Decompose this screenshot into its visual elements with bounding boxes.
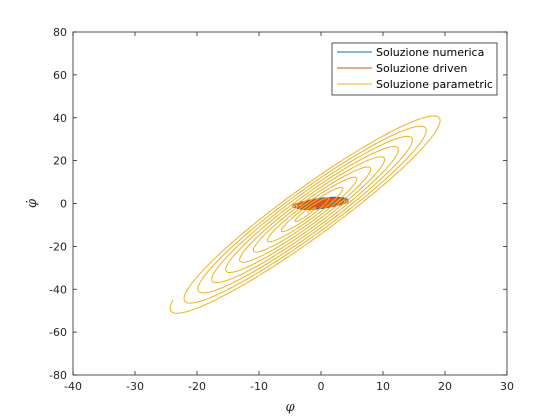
x-tick-label: -30 bbox=[126, 380, 144, 393]
x-axis-label: φ bbox=[285, 400, 295, 415]
y-tick-label: 80 bbox=[53, 26, 67, 39]
axes-layer: -40 -30 -20 -10 0 10 20 30 -80 -60 -40 -20 0 20 40 60 80… bbox=[25, 26, 514, 415]
series-layer bbox=[169, 115, 441, 314]
series-line-soluzione-parametric bbox=[169, 115, 441, 314]
y-tick-label: 40 bbox=[53, 112, 67, 125]
y-tick-label: -80 bbox=[49, 369, 67, 382]
y-tick-label: 60 bbox=[53, 69, 67, 82]
series-line-soluzione-driven bbox=[292, 197, 349, 210]
x-tick-label: 20 bbox=[438, 380, 452, 393]
x-tick-label: 30 bbox=[500, 380, 514, 393]
x-tick-label: -20 bbox=[188, 380, 206, 393]
legend-entry: Soluzione driven bbox=[376, 62, 467, 75]
x-tick-label: -10 bbox=[250, 380, 268, 393]
y-tick-label: 20 bbox=[53, 155, 67, 168]
legend-entry: Soluzione parametric bbox=[376, 78, 493, 91]
legend-entry: Soluzione numerica bbox=[376, 46, 484, 59]
y-tick-label: 0 bbox=[60, 198, 67, 211]
y-tick-label: -60 bbox=[49, 326, 67, 339]
x-tick-label: -40 bbox=[64, 380, 82, 393]
y-tick-label: -20 bbox=[49, 240, 67, 253]
x-tick-label: 0 bbox=[318, 380, 325, 393]
legend: Soluzione numerica Soluzione driven Soluzi… bbox=[331, 42, 498, 96]
y-axis-label: φ̇ bbox=[25, 198, 40, 208]
x-tick-label: 10 bbox=[376, 380, 390, 393]
y-tick-label: -40 bbox=[49, 283, 67, 296]
